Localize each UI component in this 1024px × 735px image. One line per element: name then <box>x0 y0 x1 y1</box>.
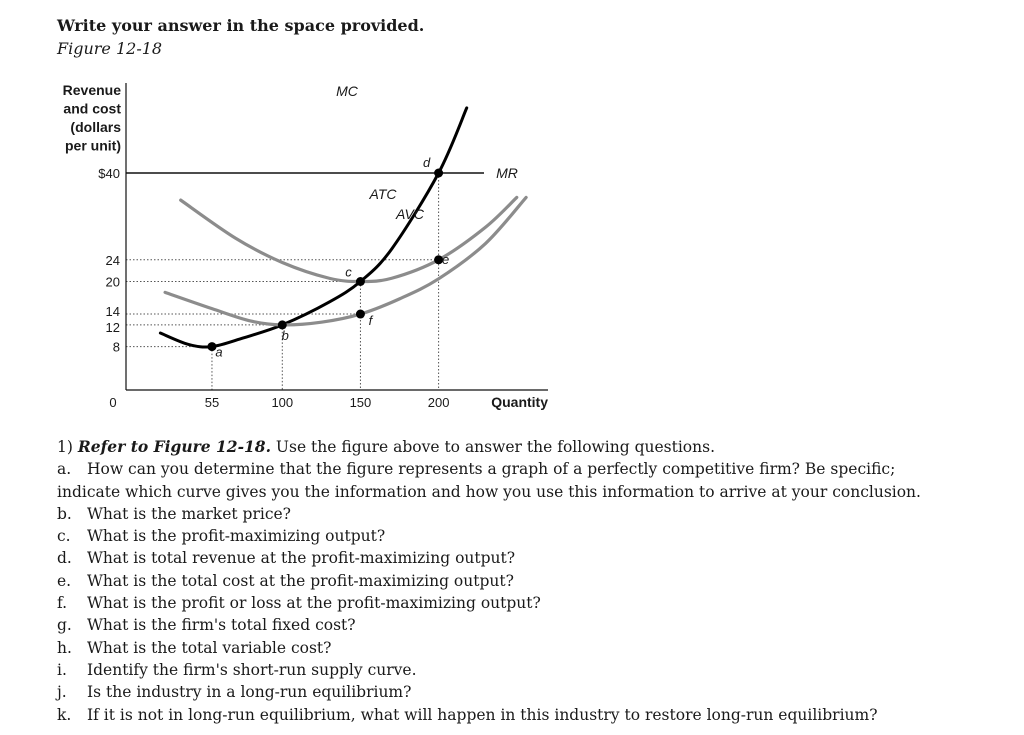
question-intro-text: Use the figure above to answer the follo… <box>275 438 715 456</box>
avc-curve <box>163 195 528 327</box>
y-tick-label: $40 <box>98 166 120 181</box>
question-part-letter: f. <box>57 594 68 613</box>
x-tick-label: 55 <box>205 395 219 410</box>
point-label-c: c <box>345 265 352 280</box>
question-part-text: What is the total cost at the profit-max… <box>87 571 514 590</box>
y-axis-label: per unit) <box>65 138 121 154</box>
question-part-letter: a. <box>57 460 72 479</box>
cost-revenue-chart: Revenue and cost (dollars per unit) Quantity… <box>63 82 549 410</box>
question-parts: a. How can you determine that the figure … <box>57 458 957 726</box>
mr-label: MR <box>496 165 518 181</box>
question-part: j. Is the industry in a long-run equilibr… <box>57 681 957 703</box>
y-tick-label: 14 <box>106 304 120 319</box>
mc-curve <box>158 106 469 349</box>
y-axis-label: (dollars <box>70 119 121 135</box>
y-tick-label: 12 <box>106 320 120 335</box>
question-part-letter: b. <box>57 504 72 523</box>
x-axis-label: Quantity <box>491 394 548 410</box>
question-part-text: What is total revenue at the profit-maxi… <box>87 549 516 568</box>
question-part: a. How can you determine that the figure … <box>57 458 957 503</box>
question-part-letter: k. <box>57 705 72 724</box>
question-part: d. What is total revenue at the profit-ma… <box>57 547 957 569</box>
point-label-a: a <box>215 345 222 360</box>
instruction-heading: Write your answer in the space provided. <box>57 16 425 35</box>
question-part-letter: h. <box>57 638 72 657</box>
point-c <box>355 277 365 286</box>
question-part-text: What is the profit or loss at the profit… <box>87 594 541 613</box>
question-part: f. What is the profit or loss at the prof… <box>57 592 957 614</box>
x-tick-label: 150 <box>350 395 372 410</box>
question-part-letter: j. <box>57 683 67 702</box>
question-part-text: What is the firm's total fixed cost? <box>87 616 356 635</box>
point-e <box>434 255 444 265</box>
question-part: e. What is the total cost at the profit-m… <box>57 570 957 592</box>
question-part-text: How can you determine that the figure re… <box>57 460 921 501</box>
question-number: 1) <box>57 438 73 456</box>
question-part-text: What is the profit-maximizing output? <box>87 527 386 546</box>
y-axis-label: and cost <box>63 101 121 117</box>
question-block: 1) Refer to Figure 12-18. Use the figure… <box>57 436 957 726</box>
question-part-letter: c. <box>57 527 71 546</box>
question-part: g. What is the firm's total fixed cost? <box>57 614 957 636</box>
question-figure-ref: Refer to Figure 12-18. <box>77 437 271 456</box>
figure-label: Figure 12-18 <box>57 39 163 58</box>
question-part-text: Is the industry in a long-run equilibriu… <box>87 683 412 702</box>
x-tick-label: 100 <box>271 395 293 410</box>
x-tick-label: 0 <box>109 395 116 410</box>
y-tick-label: 20 <box>106 275 120 290</box>
question-part: i. Identify the firm's short-run supply c… <box>57 659 957 681</box>
question-part: c. What is the profit-maximizing output? <box>57 525 957 547</box>
atc-label: ATC <box>369 186 398 202</box>
point-a <box>207 342 217 352</box>
x-tick-label: 200 <box>428 395 450 410</box>
question-part: b. What is the market price? <box>57 503 957 525</box>
question-part-text: If it is not in long-run equilibrium, wh… <box>87 705 878 724</box>
avc-label: AVC <box>395 206 425 222</box>
question-part-letter: d. <box>57 549 72 568</box>
question-intro: 1) Refer to Figure 12-18. Use the figure… <box>57 436 957 458</box>
point-label-b: b <box>282 328 289 343</box>
question-part-text: What is the total variable cost? <box>87 638 332 657</box>
mc-label: MC <box>336 83 359 99</box>
question-part-letter: i. <box>57 660 67 679</box>
point-f <box>355 309 365 319</box>
question-part: k. If it is not in long-run equilibrium, … <box>57 704 957 726</box>
point-label-d: d <box>423 155 431 170</box>
question-part: h. What is the total variable cost? <box>57 637 957 659</box>
point-label-e: e <box>442 252 449 267</box>
question-part-text: What is the market price? <box>87 504 291 523</box>
question-part-letter: g. <box>57 616 72 635</box>
point-label-f: f <box>369 313 374 328</box>
point-b <box>277 320 287 330</box>
y-axis-label: Revenue <box>63 82 122 98</box>
question-part-text: Identify the firm's short-run supply cur… <box>87 660 417 679</box>
y-tick-label: 24 <box>106 253 120 268</box>
y-tick-label: 8 <box>113 340 120 355</box>
point-d <box>434 168 444 178</box>
question-part-letter: e. <box>57 571 72 590</box>
